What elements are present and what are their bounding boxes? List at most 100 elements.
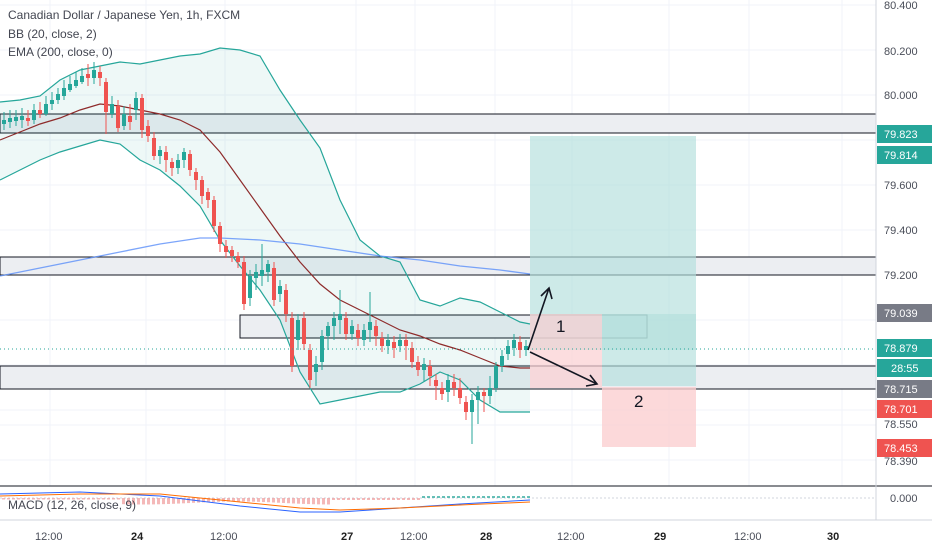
bollinger-middle-line[interactable] bbox=[0, 103, 530, 369]
candle-body[interactable] bbox=[164, 152, 168, 160]
candle-body[interactable] bbox=[308, 350, 312, 380]
candle-body[interactable] bbox=[122, 114, 126, 126]
candle-body[interactable] bbox=[524, 346, 528, 350]
time-axis[interactable]: 12:00 24 12:00 27 12:00 28 12:00 29 12:0… bbox=[35, 531, 839, 543]
candle-body[interactable] bbox=[182, 152, 186, 160]
candle-body[interactable] bbox=[248, 276, 252, 298]
candle-body[interactable] bbox=[98, 72, 102, 78]
candle-body[interactable] bbox=[56, 94, 60, 100]
candle-body[interactable] bbox=[32, 110, 36, 120]
short-loss-area[interactable] bbox=[602, 314, 696, 386]
candle-body[interactable] bbox=[332, 318, 336, 326]
candle-body[interactable] bbox=[344, 318, 348, 334]
zone-upper-middle[interactable] bbox=[0, 256, 877, 276]
candle-body[interactable] bbox=[326, 326, 330, 336]
candle-body[interactable] bbox=[212, 200, 216, 226]
candle-body[interactable] bbox=[44, 104, 48, 114]
candle-body[interactable] bbox=[464, 402, 468, 412]
candle-body[interactable] bbox=[146, 126, 150, 136]
candle-body[interactable] bbox=[8, 118, 12, 122]
price-axis[interactable]: 80.400 80.200 80.000 79.600 79.400 79.20… bbox=[884, 0, 918, 505]
indicator-macd-label[interactable]: MACD (12, 26, close, 9) bbox=[8, 498, 137, 512]
candle-body[interactable] bbox=[74, 80, 78, 86]
candle-body[interactable] bbox=[488, 388, 492, 396]
candle-body[interactable] bbox=[434, 380, 438, 386]
candle-body[interactable] bbox=[398, 340, 402, 346]
bollinger-lower-band[interactable] bbox=[0, 139, 530, 413]
candle-body[interactable] bbox=[512, 340, 516, 348]
candle-body[interactable] bbox=[410, 348, 414, 362]
candle-body[interactable] bbox=[224, 246, 228, 252]
candle-body[interactable] bbox=[494, 366, 498, 388]
candle-body[interactable] bbox=[110, 104, 114, 114]
candle-body[interactable] bbox=[290, 318, 294, 366]
candle-body[interactable] bbox=[206, 192, 210, 200]
candle-body[interactable] bbox=[242, 262, 246, 304]
candle-body[interactable] bbox=[362, 330, 366, 340]
candle-body[interactable] bbox=[446, 380, 450, 392]
candle-body[interactable] bbox=[134, 98, 138, 110]
arrow-down-scenario-2[interactable] bbox=[529, 351, 599, 387]
short-profit-area[interactable] bbox=[602, 387, 696, 447]
candle-body[interactable] bbox=[254, 272, 258, 278]
candle-body[interactable] bbox=[392, 342, 396, 348]
candle-body[interactable] bbox=[266, 264, 270, 272]
candle-body[interactable] bbox=[380, 338, 384, 346]
arrow-up-scenario-1[interactable] bbox=[527, 286, 553, 351]
candle-body[interactable] bbox=[200, 180, 204, 196]
candle-body[interactable] bbox=[26, 118, 30, 121]
bollinger-upper-band[interactable] bbox=[0, 47, 531, 325]
candle-body[interactable] bbox=[194, 172, 198, 180]
candle-body[interactable] bbox=[476, 392, 480, 400]
scenario-arrows[interactable]: 1 2 bbox=[527, 286, 643, 411]
candle-body[interactable] bbox=[350, 326, 354, 334]
candle-body[interactable] bbox=[92, 70, 96, 78]
ema-200-line[interactable] bbox=[0, 237, 531, 277]
candle-body[interactable] bbox=[296, 320, 300, 340]
candle-body[interactable] bbox=[386, 340, 390, 346]
candle-body[interactable] bbox=[38, 110, 42, 114]
candle-body[interactable] bbox=[440, 388, 444, 394]
candle-body[interactable] bbox=[452, 382, 456, 388]
candle-body[interactable] bbox=[284, 290, 288, 314]
candle-body[interactable] bbox=[128, 116, 132, 122]
candle-body[interactable] bbox=[2, 120, 6, 124]
candle-body[interactable] bbox=[470, 400, 474, 412]
macd-pane[interactable] bbox=[0, 485, 932, 513]
candlestick-series[interactable] bbox=[2, 62, 528, 444]
candle-body[interactable] bbox=[482, 392, 486, 396]
candle-body[interactable] bbox=[62, 88, 66, 96]
short-position-tool[interactable] bbox=[602, 314, 696, 447]
indicator-ema-label[interactable]: EMA (200, close, 0) bbox=[8, 45, 113, 59]
candle-body[interactable] bbox=[278, 286, 282, 294]
candle-body[interactable] bbox=[422, 364, 426, 370]
candle-body[interactable] bbox=[458, 388, 462, 398]
candle-body[interactable] bbox=[356, 330, 360, 338]
candle-body[interactable] bbox=[272, 268, 276, 300]
candle-body[interactable] bbox=[50, 100, 54, 104]
indicator-bb-label[interactable]: BB (20, close, 2) bbox=[8, 27, 97, 41]
candle-body[interactable] bbox=[260, 270, 264, 276]
candle-body[interactable] bbox=[506, 346, 510, 354]
candle-body[interactable] bbox=[158, 150, 162, 156]
candle-body[interactable] bbox=[314, 364, 318, 372]
candle-body[interactable] bbox=[404, 340, 408, 346]
candle-body[interactable] bbox=[338, 314, 342, 320]
candle-body[interactable] bbox=[320, 336, 324, 362]
candle-body[interactable] bbox=[302, 318, 306, 344]
candle-body[interactable] bbox=[230, 250, 234, 256]
candle-body[interactable] bbox=[14, 117, 18, 121]
candle-body[interactable] bbox=[104, 82, 108, 112]
candle-body[interactable] bbox=[176, 160, 180, 168]
price-badges[interactable]: 79.823 79.814 79.039 78.879 28:55 78.715… bbox=[877, 125, 932, 457]
candle-body[interactable] bbox=[170, 162, 174, 168]
candle-body[interactable] bbox=[374, 326, 378, 336]
candle-body[interactable] bbox=[236, 256, 240, 262]
symbol-title[interactable]: Canadian Dollar / Japanese Yen, 1h, FXCM bbox=[8, 8, 241, 22]
candle-body[interactable] bbox=[500, 356, 504, 366]
candle-body[interactable] bbox=[518, 342, 522, 350]
candle-body[interactable] bbox=[428, 366, 432, 376]
candle-body[interactable] bbox=[140, 98, 144, 130]
candle-body[interactable] bbox=[368, 322, 372, 330]
